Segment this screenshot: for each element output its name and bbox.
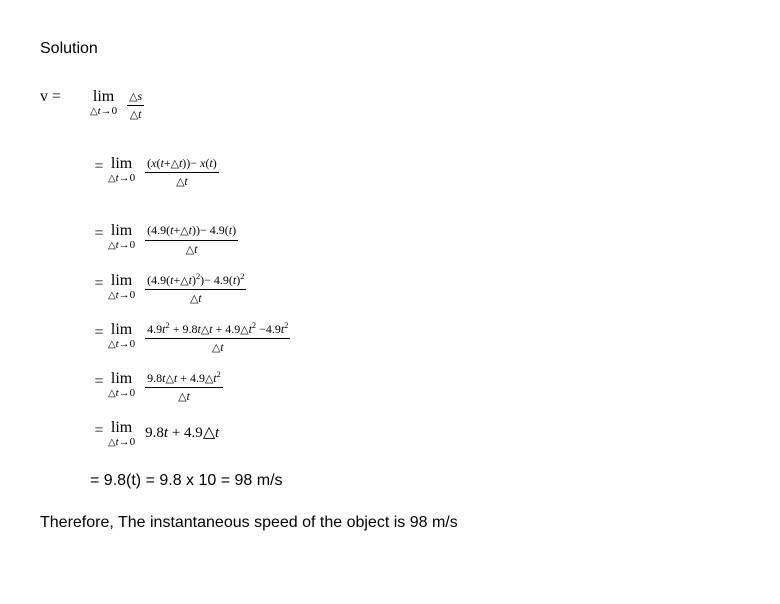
lhs-v-equals: v = [40, 88, 90, 106]
lim-text: lim [93, 88, 114, 106]
equals-sign: = [90, 419, 108, 440]
step-1: v = lim △t→0 △s △t [40, 88, 740, 123]
step-7: = lim △t→0 9.8t + 4.9△t [40, 419, 740, 448]
step-3: = lim △t→0 (4.9(t+△t))− 4.9(t) △t [40, 222, 740, 257]
step-4: = lim △t→0 (4.9(t+△t)2)− 4.9(t)2 △t [40, 272, 740, 307]
final-result: = 9.8(t) = 9.8 x 10 = 98 m/s [40, 472, 740, 490]
fraction: 9.8t△t + 4.9△t2 △t [145, 370, 223, 405]
limit-operator: lim △t→0 [108, 155, 135, 184]
expression: 9.8t + 4.9△t [145, 419, 219, 442]
limit-operator: lim △t→0 [108, 370, 135, 399]
fraction: (x(t+△t))− x(t) △t [145, 155, 219, 190]
denominator: △t [210, 339, 226, 356]
numerator: 9.8t△t + 4.9△t2 [145, 370, 223, 388]
conclusion: Therefore, The instantaneous speed of th… [40, 514, 740, 532]
equals-sign: = [90, 272, 108, 293]
equals-sign: = [90, 321, 108, 342]
numerator: (4.9(t+△t)2)− 4.9(t)2 [145, 272, 246, 290]
limit-operator: lim △t→0 [108, 222, 135, 251]
numerator: 4.9t2 + 9.8t△t + 4.9△t2 −4.9t2 [145, 321, 290, 339]
fraction: 4.9t2 + 9.8t△t + 4.9△t2 −4.9t2 △t [145, 321, 290, 356]
lim-sub: △t→0 [90, 106, 117, 117]
limit-operator: lim △t→0 [90, 88, 117, 117]
numerator: (4.9(t+△t))− 4.9(t) [145, 222, 238, 240]
numerator: △s [127, 88, 144, 106]
solution-title: Solution [40, 40, 740, 58]
denominator: △t [184, 241, 200, 258]
denominator: △t [174, 173, 190, 190]
limit-operator: lim △t→0 [108, 321, 135, 350]
equals-sign: = [90, 222, 108, 243]
fraction: (4.9(t+△t))− 4.9(t) △t [145, 222, 238, 257]
denominator: △t [128, 106, 144, 123]
equals-sign: = [90, 370, 108, 391]
numerator: (x(t+△t))− x(t) [145, 155, 219, 173]
fraction: (4.9(t+△t)2)− 4.9(t)2 △t [145, 272, 246, 307]
fraction: △s △t [127, 88, 144, 123]
limit-operator: lim △t→0 [108, 419, 135, 448]
denominator: △t [188, 290, 204, 307]
denominator: △t [176, 388, 192, 405]
step-5: = lim △t→0 4.9t2 + 9.8t△t + 4.9△t2 −4.9t… [40, 321, 740, 356]
equals-sign: = [90, 155, 108, 176]
step-2: = lim △t→0 (x(t+△t))− x(t) △t [40, 155, 740, 190]
step-6: = lim △t→0 9.8t△t + 4.9△t2 △t [40, 370, 740, 405]
limit-operator: lim △t→0 [108, 272, 135, 301]
